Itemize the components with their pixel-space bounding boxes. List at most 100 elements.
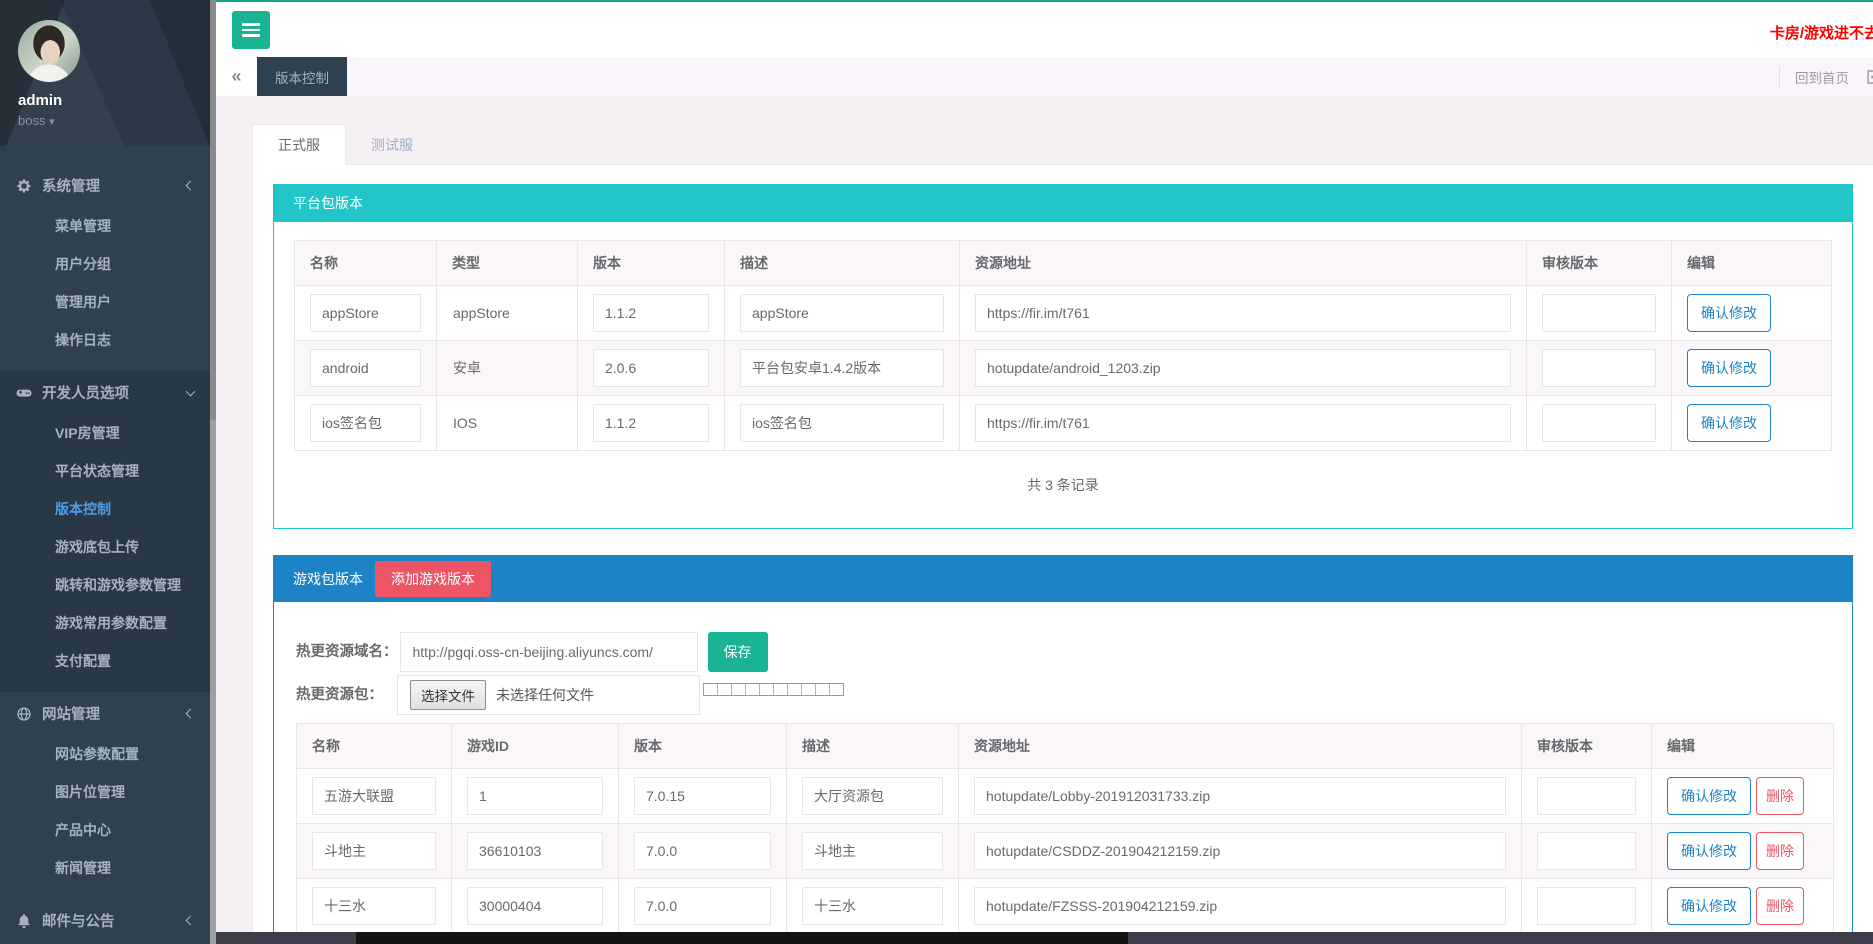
sidebar-item[interactable]: 游戏常用参数配置 <box>55 615 167 631</box>
sidebar-section-header[interactable]: 开发人员选项 <box>0 371 210 414</box>
sidebar-section-header[interactable]: 邮件与公告 <box>0 899 210 942</box>
user-role-dropdown[interactable]: boss ▾ <box>18 113 55 128</box>
top-bar: 卡房/游戏进不去 <box>216 2 1873 57</box>
sidebar-scrollbar[interactable] <box>210 0 216 944</box>
name-input[interactable] <box>312 777 436 815</box>
sidebar-item[interactable]: 跳转和游戏参数管理 <box>55 577 181 593</box>
sidebar: admin boss ▾ 系统管理菜单管理用户分组管理用户操作日志开发人员选项 V… <box>0 0 210 944</box>
sidebar-section-header[interactable]: 网站管理 <box>0 692 210 735</box>
description-input[interactable] <box>802 887 943 925</box>
no-file-selected-text: 未选择任何文件 <box>496 687 594 703</box>
delete-button[interactable]: 删除 <box>1756 887 1804 925</box>
hot-update-domain-label: 热更资源域名： <box>296 644 398 660</box>
sidebar-item[interactable]: VIP房管理 <box>55 425 120 441</box>
game-id-input[interactable] <box>467 777 603 815</box>
sidebar-section-label: 开发人员选项 <box>42 386 129 402</box>
active-page-tab[interactable]: 版本控制 <box>257 57 347 96</box>
name-input[interactable] <box>310 349 421 387</box>
version-input[interactable] <box>634 832 771 870</box>
sidebar-item[interactable]: 操作日志 <box>55 332 111 348</box>
version-input[interactable] <box>593 349 709 387</box>
sidebar-section: 邮件与公告邮件管理公告管理 <box>0 899 210 944</box>
column-header: 审核版本 <box>1521 723 1652 769</box>
version-input[interactable] <box>593 294 709 332</box>
divider <box>1779 65 1780 88</box>
hot-update-domain-input[interactable] <box>399 632 698 672</box>
user-name: admin <box>18 92 63 109</box>
confirm-modify-button[interactable]: 确认修改 <box>1667 887 1751 925</box>
confirm-modify-button[interactable]: 确认修改 <box>1687 404 1771 442</box>
name-input[interactable] <box>310 294 421 332</box>
choose-file-button[interactable]: 选择文件 <box>410 680 486 710</box>
sidebar-item[interactable]: 游戏底包上传 <box>55 539 139 555</box>
column-header: 编辑 <box>1651 723 1834 769</box>
sidebar-item[interactable]: 菜单管理 <box>55 218 111 234</box>
resource-url-input[interactable] <box>975 294 1511 332</box>
horizontal-scrollbar[interactable] <box>216 932 1873 944</box>
description-input[interactable] <box>740 404 944 442</box>
description-input[interactable] <box>802 777 943 815</box>
resource-url-input[interactable] <box>975 349 1511 387</box>
menu-toggle-button[interactable] <box>232 11 270 49</box>
sign-out-icon[interactable] <box>1864 68 1873 86</box>
back-home-link[interactable]: 回到首页 <box>1795 70 1849 86</box>
confirm-modify-button[interactable]: 确认修改 <box>1667 777 1751 815</box>
tab-production[interactable]: 正式服 <box>252 124 346 165</box>
avatar[interactable] <box>18 20 80 82</box>
review-version-input[interactable] <box>1537 832 1636 870</box>
confirm-modify-button[interactable]: 确认修改 <box>1687 294 1771 332</box>
game-panel-title: 游戏包版本 <box>293 570 363 587</box>
sidebar-item[interactable]: 网站参数配置 <box>55 746 139 762</box>
platform-panel-title: 平台包版本 <box>293 195 363 211</box>
game-id-input[interactable] <box>467 887 603 925</box>
resource-url-input[interactable] <box>974 887 1506 925</box>
column-header: 描述 <box>786 723 959 769</box>
version-input[interactable] <box>634 887 771 925</box>
confirm-modify-button[interactable]: 确认修改 <box>1687 349 1771 387</box>
main-area: 卡房/游戏进不去 « 版本控制 回到首页 正式服 测试服 平台包版本 <box>216 0 1873 944</box>
sidebar-section-label: 系统管理 <box>42 179 100 195</box>
sidebar-item[interactable]: 平台状态管理 <box>55 463 139 479</box>
tab-testing[interactable]: 测试服 <box>371 136 413 153</box>
sidebar-item[interactable]: 支付配置 <box>55 653 111 669</box>
description-input[interactable] <box>802 832 943 870</box>
delete-button[interactable]: 删除 <box>1756 832 1804 870</box>
type-text: 安卓 <box>436 340 578 396</box>
sidebar-item-active[interactable]: 版本控制 <box>55 501 111 517</box>
version-input[interactable] <box>593 404 709 442</box>
resource-url-input[interactable] <box>974 832 1506 870</box>
column-header: 版本 <box>577 240 725 286</box>
confirm-modify-button[interactable]: 确认修改 <box>1667 832 1751 870</box>
description-input[interactable] <box>740 294 944 332</box>
file-input[interactable]: 选择文件 未选择任何文件 <box>397 675 700 715</box>
version-input[interactable] <box>634 777 771 815</box>
game-id-input[interactable] <box>467 832 603 870</box>
name-input[interactable] <box>312 887 436 925</box>
description-input[interactable] <box>740 349 944 387</box>
save-button[interactable]: 保存 <box>707 632 768 672</box>
collapse-tabs-button[interactable]: « <box>216 57 257 96</box>
resource-url-input[interactable] <box>974 777 1506 815</box>
sidebar-item[interactable]: 管理用户 <box>55 294 111 310</box>
resource-url-input[interactable] <box>975 404 1511 442</box>
scrollbar-thumb[interactable] <box>356 932 1128 944</box>
name-input[interactable] <box>312 832 436 870</box>
column-header: 描述 <box>724 240 960 286</box>
chevron-left-icon <box>185 708 196 719</box>
review-version-input[interactable] <box>1542 349 1656 387</box>
sidebar-section: 开发人员选项 VIP房管理平台状态管理 版本控制游戏底包上传跳转和游戏参数管理 游戏常… <box>0 371 210 692</box>
sidebar-item[interactable]: 新闻管理 <box>55 860 111 876</box>
sidebar-item[interactable]: 图片位管理 <box>55 784 125 800</box>
sidebar-item[interactable]: 用户分组 <box>55 256 111 272</box>
name-input[interactable] <box>310 404 421 442</box>
review-version-input[interactable] <box>1542 294 1656 332</box>
review-version-input[interactable] <box>1542 404 1656 442</box>
review-version-input[interactable] <box>1537 887 1636 925</box>
delete-button[interactable]: 删除 <box>1756 777 1804 815</box>
sidebar-section-header[interactable]: 系统管理 <box>0 164 210 207</box>
add-game-version-button[interactable]: 添加游戏版本 <box>375 560 491 597</box>
sidebar-item[interactable]: 产品中心 <box>55 822 111 838</box>
column-header: 类型 <box>436 240 578 286</box>
review-version-input[interactable] <box>1537 777 1636 815</box>
